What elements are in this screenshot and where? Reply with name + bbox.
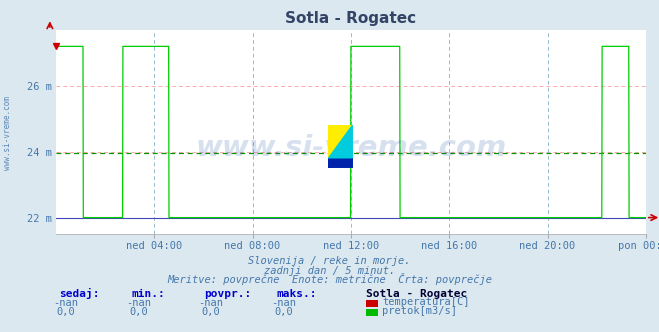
Text: pretok[m3/s]: pretok[m3/s] [382, 306, 457, 316]
Text: povpr.:: povpr.: [204, 289, 252, 299]
Text: sedaj:: sedaj: [59, 288, 100, 299]
Text: 0,0: 0,0 [274, 307, 293, 317]
Text: 0,0: 0,0 [57, 307, 75, 317]
Text: Slovenija / reke in morje.: Slovenija / reke in morje. [248, 256, 411, 266]
Text: zadnji dan / 5 minut.: zadnji dan / 5 minut. [264, 266, 395, 276]
Text: -nan: -nan [198, 298, 223, 308]
Text: temperatura[C]: temperatura[C] [382, 297, 470, 307]
Text: 0,0: 0,0 [129, 307, 148, 317]
Text: min.:: min.: [132, 289, 165, 299]
Text: Sotla - Rogatec: Sotla - Rogatec [366, 289, 467, 299]
Title: Sotla - Rogatec: Sotla - Rogatec [285, 11, 416, 26]
Text: Meritve: povprečne  Enote: metrične  Črta: povprečje: Meritve: povprečne Enote: metrične Črta:… [167, 273, 492, 285]
Text: www.si-vreme.com: www.si-vreme.com [3, 96, 13, 170]
Text: 0,0: 0,0 [202, 307, 220, 317]
Polygon shape [328, 159, 353, 168]
Polygon shape [328, 125, 353, 159]
Text: -nan: -nan [271, 298, 296, 308]
Polygon shape [328, 159, 353, 168]
Polygon shape [328, 125, 353, 159]
Text: -nan: -nan [53, 298, 78, 308]
Text: maks.:: maks.: [277, 289, 317, 299]
Text: www.si-vreme.com: www.si-vreme.com [195, 134, 507, 162]
Text: -nan: -nan [126, 298, 151, 308]
